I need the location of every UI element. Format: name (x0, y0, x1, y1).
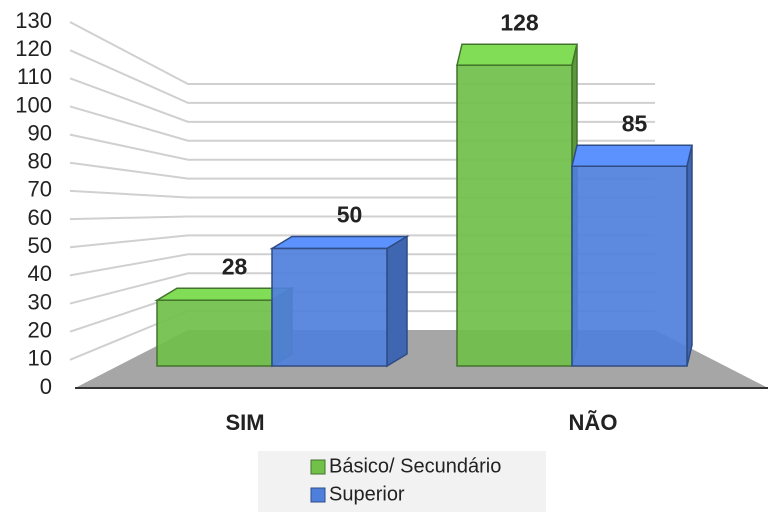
y-tick-label: 60 (28, 205, 52, 230)
y-tick-label: 50 (28, 233, 52, 258)
y-tick-label: 70 (28, 177, 52, 202)
y-tick-label: 20 (28, 318, 52, 343)
y-tick-label: 120 (15, 36, 52, 61)
y-tick-label: 0 (40, 374, 52, 399)
bar (571, 165, 688, 367)
bar-top (456, 43, 578, 66)
data-label: 85 (622, 110, 648, 136)
bar (271, 247, 388, 367)
bar (456, 64, 573, 367)
data-label: 128 (500, 9, 539, 35)
legend-box (258, 451, 546, 512)
y-tick-label: 40 (28, 261, 52, 286)
bar (156, 299, 273, 367)
x-tick-label: SIM (225, 410, 264, 435)
x-tick-label: NÃO (569, 410, 618, 435)
legend-swatch (310, 487, 326, 503)
y-tick-label: 110 (17, 64, 52, 89)
legend-label: Básico/ Secundário (329, 455, 501, 477)
bar-top (269, 235, 410, 250)
data-label: 28 (222, 253, 248, 279)
bar-side (386, 235, 408, 368)
y-tick-label: 130 (15, 8, 52, 33)
bar-3d (571, 144, 693, 367)
y-tick-label: 10 (28, 346, 52, 371)
y-tick-label: 30 (28, 289, 52, 314)
y-tick-label: 90 (28, 120, 52, 145)
bar-top (571, 144, 693, 167)
legend-swatch (310, 459, 326, 475)
y-tick-label: 100 (15, 92, 52, 117)
bar-3d (456, 43, 578, 367)
legend-label: Superior (329, 483, 405, 505)
y-tick-label: 80 (28, 149, 52, 174)
bar-3d (269, 235, 410, 368)
data-label: 50 (337, 202, 363, 228)
